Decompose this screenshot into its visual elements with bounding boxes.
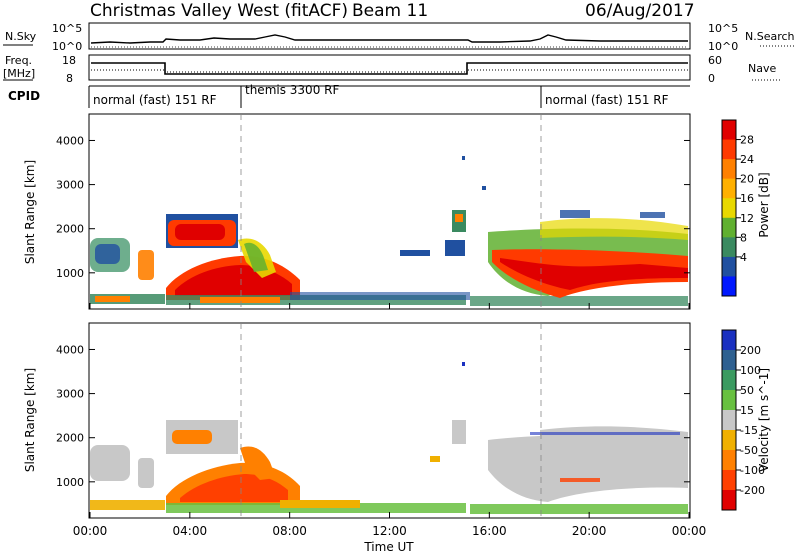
colorbar-swatch [722,410,736,431]
nsearch-tick-bottom: 10^0 [708,40,738,53]
colorbar-tick-label: -200 [740,484,765,497]
colorbar-tick-label: 50 [740,384,754,397]
y-tick-label: 2000 [56,432,84,445]
freq-label-2: [MHz] [3,67,35,80]
nave-tick-bottom: 0 [708,72,715,85]
power-y-axis: 1000 2000 3000 4000 [56,134,690,280]
nave-trace [91,69,688,73]
x-tick-label: 08:00 [272,524,307,538]
colorbar-tick-label: 8 [740,231,747,244]
colorbar-tick-label: 20 [740,173,754,186]
colorbar-frame [721,119,737,297]
y-tick-label: 4000 [56,343,84,356]
colorbar-tick-label: -50 [740,444,758,457]
nsky-trace [90,34,688,44]
velocity-colorbar-label: Velocity [m s^-1] [757,368,771,472]
colorbar-swatch [722,120,736,141]
colorbar-swatch [722,430,736,451]
x-tick-label: 04:00 [173,524,208,538]
time-axis: 00:00 04:00 08:00 12:00 16:00 20:00 00:00 [73,303,707,538]
velocity-ylabel: Slant Range [km] [23,368,37,472]
freq-label-1: Freq. [5,54,32,67]
power-colorbar-label: Power [dB] [757,172,771,237]
velocity-heatmap [90,362,688,514]
cpid-segment-3: normal (fast) 151 RF [545,93,669,107]
colorbar-swatch [722,330,736,351]
colorbar-tick-label: 15 [740,404,754,417]
cpid-panel: CPID normal (fast) 151 RF themis 3300 RF… [8,83,690,108]
colorbar-tick-label: 100 [740,364,761,377]
colorbar-tick-label: 4 [740,251,747,264]
x-tick-label: 00:00 [73,524,108,538]
cpid-label: CPID [8,89,40,103]
nsky-tick-bottom: 10^0 [52,40,82,53]
freq-panel: Freq. [MHz] 18 8 60 0 Nave [3,54,780,85]
power-ylabel: Slant Range [km] [23,160,37,264]
colorbar-swatch [722,350,736,371]
x-tick-label: 16:00 [472,524,507,538]
nave-tick-top: 60 [708,54,722,67]
y-tick-label: 3000 [56,388,84,401]
colorbar-swatch [722,139,736,160]
power-colorbar: 28 24 20 16 12 8 4 [721,119,754,297]
colorbar-swatch [722,178,736,199]
colorbar-tick-label: 24 [740,153,754,166]
colorbar-tick-label: 200 [740,344,761,357]
colorbar-swatch [722,237,736,258]
freq-trace [91,62,688,75]
y-tick-label: 2000 [56,223,84,236]
colorbar-tick-label: 28 [740,134,754,147]
nsearch-tick-top: 10^5 [708,22,738,35]
x-axis-label: Time UT [363,540,414,554]
colorbar-tick-label: 12 [740,212,754,225]
nsky-tick-top: 10^5 [52,22,82,35]
colorbar-swatch [722,276,736,297]
nave-label: Nave [748,62,776,75]
colorbar-swatch [722,159,736,180]
nsky-label: N.Sky [5,30,37,43]
x-tick-label: 20:00 [572,524,607,538]
x-tick-label: 00:00 [672,524,707,538]
colorbar-swatch [722,256,736,277]
cpid-segment-1: normal (fast) 151 RF [93,93,217,107]
y-tick-label: 3000 [56,179,84,192]
nsky-panel: N.Sky 10^5 10^0 10^5 10^0 N.Search [3,22,795,53]
cpid-segment-2: themis 3300 RF [245,83,339,97]
date-label: 06/Aug/2017 [585,1,695,21]
y-tick-label: 4000 [56,134,84,147]
freq-tick-bottom: 8 [66,72,73,85]
colorbar-tick-label: -100 [740,464,765,477]
velocity-y-axis: 1000 2000 3000 4000 [56,343,690,489]
y-tick-label: 1000 [56,267,84,280]
colorbar-tick-label: 16 [740,192,754,205]
colorbar-swatch [722,490,736,511]
power-heatmap [90,156,688,306]
colorbar-frame [721,329,737,511]
velocity-colorbar: 200 100 50 15 -15 -50 -100 -200 [721,329,765,511]
colorbar-swatch [722,217,736,238]
nsearch-label: N.Search [745,30,795,43]
colorbar-tick-label: -15 [740,424,758,437]
colorbar-swatch [722,390,736,411]
velocity-panel: 1000 2000 3000 4000 Slant Range [km] 200 100… [23,322,771,519]
colorbar-swatch [722,370,736,391]
freq-tick-top: 18 [62,54,76,67]
power-panel: 1000 2000 3000 4000 Slant Range [km] 28 24 20… [23,113,771,310]
beam-label: Beam 11 [352,1,428,21]
y-tick-label: 1000 [56,476,84,489]
figure-title: Christmas Valley West (fitACF) [90,1,348,21]
colorbar-swatch [722,450,736,471]
colorbar-swatch [722,470,736,491]
x-tick-label: 12:00 [372,524,407,538]
colorbar-swatch [722,198,736,219]
